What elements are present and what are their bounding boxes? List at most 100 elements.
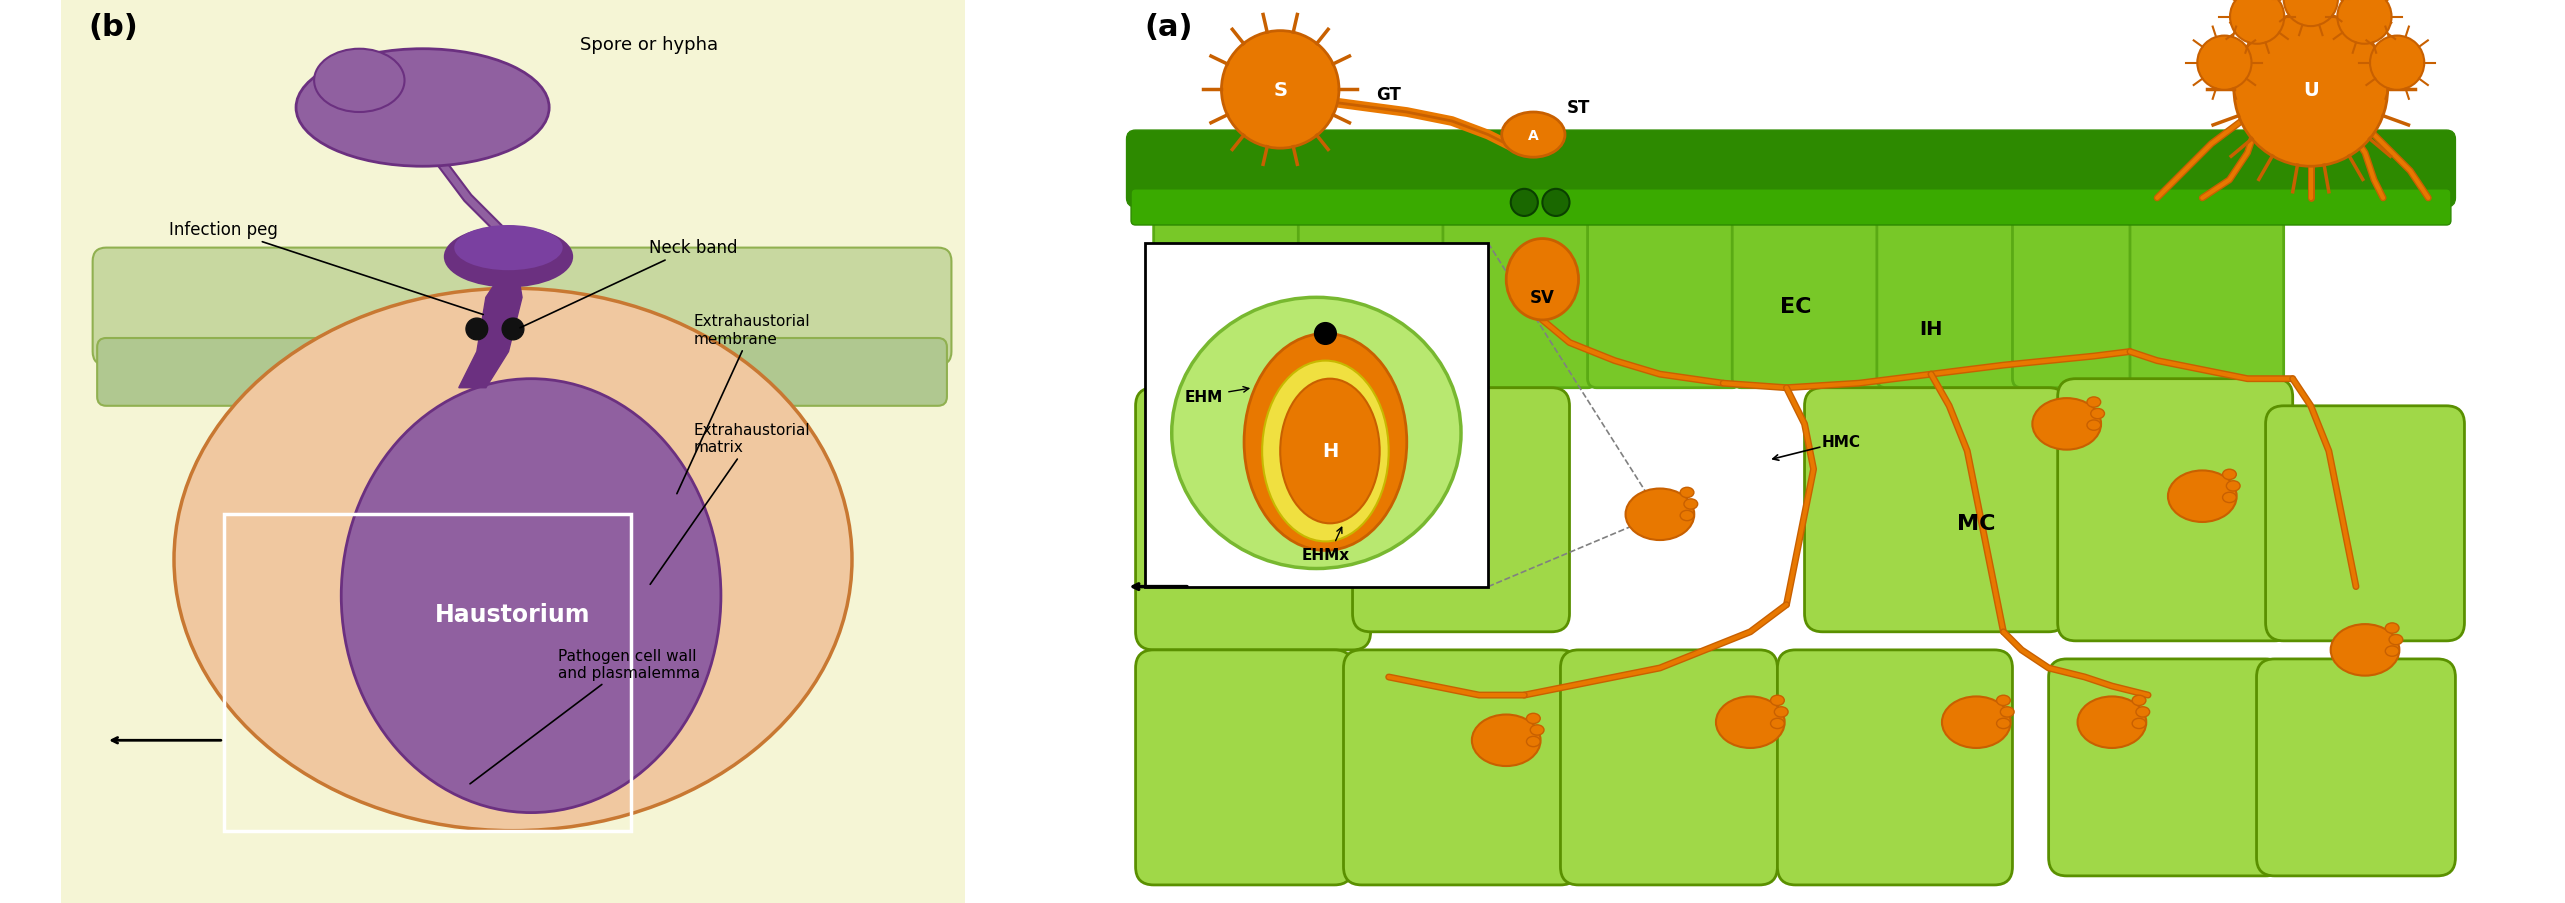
Ellipse shape bbox=[174, 289, 852, 831]
Ellipse shape bbox=[1942, 697, 2011, 748]
FancyBboxPatch shape bbox=[1731, 208, 1885, 388]
Ellipse shape bbox=[2088, 397, 2101, 408]
Ellipse shape bbox=[1501, 113, 1565, 158]
Circle shape bbox=[2234, 14, 2388, 167]
Ellipse shape bbox=[1770, 719, 1785, 729]
FancyBboxPatch shape bbox=[2265, 406, 2465, 641]
Circle shape bbox=[2370, 36, 2424, 90]
Text: (b): (b) bbox=[87, 14, 139, 42]
Text: EHM: EHM bbox=[1185, 390, 1224, 405]
Ellipse shape bbox=[2088, 421, 2101, 431]
Circle shape bbox=[503, 319, 523, 340]
Ellipse shape bbox=[1680, 488, 1693, 498]
FancyBboxPatch shape bbox=[1131, 190, 2452, 226]
Ellipse shape bbox=[1511, 190, 1539, 217]
Ellipse shape bbox=[341, 379, 721, 813]
FancyBboxPatch shape bbox=[2257, 659, 2455, 876]
Ellipse shape bbox=[2385, 647, 2398, 656]
Ellipse shape bbox=[1680, 511, 1693, 521]
Ellipse shape bbox=[1413, 481, 1426, 491]
Text: Spore or hypha: Spore or hypha bbox=[580, 36, 718, 54]
Text: H: H bbox=[1321, 442, 1339, 461]
Text: MC: MC bbox=[1957, 514, 1996, 534]
Text: Extrahaustorial
membrane: Extrahaustorial membrane bbox=[677, 313, 811, 494]
Text: A: A bbox=[1529, 128, 1539, 143]
Circle shape bbox=[2198, 36, 2252, 90]
FancyBboxPatch shape bbox=[1126, 131, 2455, 208]
FancyBboxPatch shape bbox=[1154, 208, 1308, 388]
Ellipse shape bbox=[2132, 719, 2147, 729]
Text: ST: ST bbox=[1567, 99, 1590, 116]
Text: IH: IH bbox=[1919, 320, 1942, 340]
FancyBboxPatch shape bbox=[1136, 388, 1370, 650]
FancyBboxPatch shape bbox=[1588, 208, 1742, 388]
Text: Haustorium: Haustorium bbox=[436, 602, 590, 626]
Ellipse shape bbox=[2001, 707, 2014, 717]
Ellipse shape bbox=[1685, 499, 1698, 509]
Ellipse shape bbox=[313, 50, 405, 113]
FancyBboxPatch shape bbox=[1136, 650, 1352, 885]
Text: GT: GT bbox=[1377, 86, 1400, 104]
Text: Neck band: Neck band bbox=[521, 239, 736, 329]
FancyBboxPatch shape bbox=[1778, 650, 2014, 885]
Ellipse shape bbox=[1996, 719, 2011, 729]
Circle shape bbox=[467, 319, 487, 340]
Ellipse shape bbox=[1472, 715, 1542, 766]
Ellipse shape bbox=[2167, 471, 2237, 522]
Ellipse shape bbox=[295, 50, 549, 167]
Text: SV: SV bbox=[1529, 289, 1554, 307]
Ellipse shape bbox=[1172, 298, 1462, 569]
Ellipse shape bbox=[1506, 239, 1577, 321]
FancyBboxPatch shape bbox=[92, 248, 952, 366]
FancyBboxPatch shape bbox=[1298, 208, 1452, 388]
Ellipse shape bbox=[1996, 695, 2011, 706]
Ellipse shape bbox=[1716, 697, 1785, 748]
Ellipse shape bbox=[2221, 470, 2237, 480]
Polygon shape bbox=[459, 271, 523, 388]
Ellipse shape bbox=[1526, 737, 1539, 747]
Ellipse shape bbox=[1531, 725, 1544, 735]
Circle shape bbox=[2283, 0, 2337, 27]
Ellipse shape bbox=[1262, 361, 1388, 542]
Circle shape bbox=[2229, 0, 2285, 45]
FancyBboxPatch shape bbox=[1344, 650, 1577, 885]
Circle shape bbox=[1221, 32, 1339, 149]
Text: Infection peg: Infection peg bbox=[169, 221, 482, 315]
FancyBboxPatch shape bbox=[2049, 659, 2283, 876]
Ellipse shape bbox=[2388, 635, 2403, 645]
Ellipse shape bbox=[2332, 625, 2398, 675]
Text: EHMx: EHMx bbox=[1300, 548, 1349, 563]
Ellipse shape bbox=[1542, 190, 1570, 217]
FancyBboxPatch shape bbox=[1444, 208, 1595, 388]
Ellipse shape bbox=[1626, 489, 1695, 540]
FancyBboxPatch shape bbox=[1560, 650, 1778, 885]
Ellipse shape bbox=[1775, 707, 1788, 717]
Ellipse shape bbox=[1244, 334, 1406, 551]
Ellipse shape bbox=[2132, 695, 2147, 706]
FancyBboxPatch shape bbox=[1878, 208, 2031, 388]
FancyBboxPatch shape bbox=[97, 339, 946, 406]
Ellipse shape bbox=[1770, 695, 1785, 706]
FancyBboxPatch shape bbox=[2129, 208, 2283, 388]
Text: HMC: HMC bbox=[1821, 435, 1860, 450]
Ellipse shape bbox=[1280, 379, 1380, 524]
Circle shape bbox=[1316, 323, 1336, 345]
Ellipse shape bbox=[1408, 470, 1424, 480]
FancyBboxPatch shape bbox=[2057, 379, 2293, 641]
Ellipse shape bbox=[2031, 398, 2101, 450]
Bar bbox=[1144, 244, 1488, 587]
FancyBboxPatch shape bbox=[1806, 388, 2067, 632]
Text: EC: EC bbox=[1780, 297, 1811, 317]
Text: Extrahaustorial
matrix: Extrahaustorial matrix bbox=[649, 422, 811, 584]
Ellipse shape bbox=[2221, 493, 2237, 503]
Text: U: U bbox=[2303, 80, 2319, 100]
Ellipse shape bbox=[454, 226, 562, 271]
Text: (a): (a) bbox=[1144, 14, 1193, 42]
Ellipse shape bbox=[2385, 623, 2398, 634]
Bar bbox=[223, 515, 631, 831]
Ellipse shape bbox=[1526, 713, 1539, 724]
Ellipse shape bbox=[2137, 707, 2149, 717]
Circle shape bbox=[2337, 0, 2391, 45]
Text: S: S bbox=[1272, 80, 1288, 100]
Ellipse shape bbox=[2078, 697, 2147, 748]
